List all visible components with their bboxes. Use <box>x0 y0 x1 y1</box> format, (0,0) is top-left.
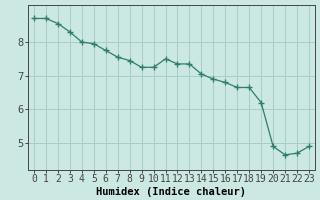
X-axis label: Humidex (Indice chaleur): Humidex (Indice chaleur) <box>97 187 246 197</box>
